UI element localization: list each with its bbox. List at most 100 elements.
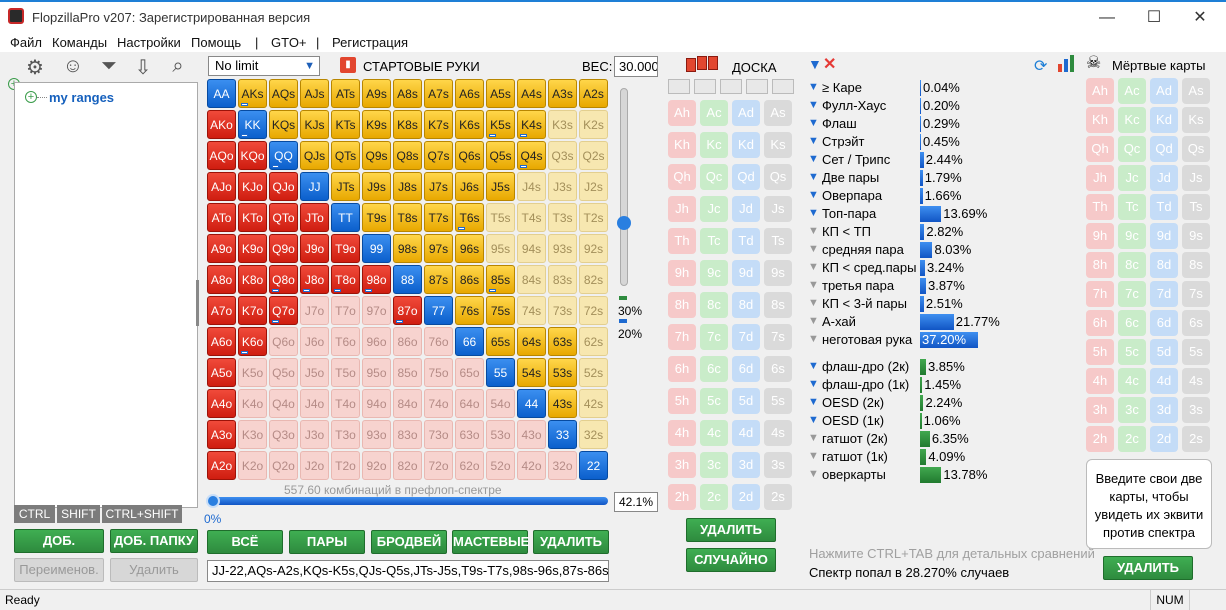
hand-cell[interactable]: 64s [517,327,546,356]
hand-cell[interactable]: 65s [486,327,515,356]
hand-cell[interactable]: 75o [424,358,453,387]
hand-cell[interactable]: 95o [362,358,391,387]
board-card-Ad[interactable]: Ad [732,100,760,126]
hand-cell[interactable]: J6o [300,327,329,356]
hand-cell[interactable]: 92o [362,451,391,480]
dead-card-3h[interactable]: 3h [1086,397,1114,423]
hand-cell[interactable]: K5s [486,110,515,139]
hand-cell[interactable]: K3o [238,420,267,449]
dead-card-2d[interactable]: 2d [1150,426,1178,452]
hand-cell[interactable]: A2o [207,451,236,480]
hand-cell[interactable]: TT [331,203,360,232]
hand-cell[interactable]: 97s [424,234,453,263]
hand-cell[interactable]: A5s [486,79,515,108]
dead-card-8d[interactable]: 8d [1150,252,1178,278]
hand-cell[interactable]: Q6o [269,327,298,356]
board-card-5h[interactable]: 5h [668,388,696,414]
board-card-9d[interactable]: 9d [732,260,760,286]
hand-cell[interactable]: KJo [238,172,267,201]
hand-cell[interactable]: 76s [455,296,484,325]
stat-filter-icon[interactable]: ▼ [808,153,819,165]
hand-cell[interactable]: A4o [207,389,236,418]
hand-cell[interactable]: 52o [486,451,515,480]
add-range-button[interactable]: ДОБ. СПЕКТР [14,529,104,570]
board-card-3h[interactable]: 3h [668,452,696,478]
board-card-8c[interactable]: 8c [700,292,728,318]
hand-cell[interactable]: T3s [548,203,577,232]
dead-card-3s[interactable]: 3s [1182,397,1210,423]
menu-gto[interactable]: GTO+ [271,35,307,50]
board-card-4d[interactable]: 4d [732,420,760,446]
stat-filter-icon[interactable]: ▼ [808,207,819,219]
stat-filter-icon[interactable]: ▼ [808,189,819,201]
hand-cell[interactable]: T4o [331,389,360,418]
hand-cell[interactable]: K4o [238,389,267,418]
dead-card-5s[interactable]: 5s [1182,339,1210,365]
hand-grid[interactable]: AA AKs AQs AJs ATs A9s A8s A7s A6s A5s A4s A3s A2s AK… [207,79,609,481]
dead-card-Ah[interactable]: Ah [1086,78,1114,104]
dead-card-4d[interactable]: 4d [1150,368,1178,394]
hand-cell[interactable]: 94s [517,234,546,263]
weight-input[interactable]: 30.000 [614,56,658,77]
hand-cell[interactable]: T7o [331,296,360,325]
hand-cell[interactable]: 52s [579,358,608,387]
hand-cell[interactable]: K6s [455,110,484,139]
hand-cell[interactable]: QJo [269,172,298,201]
hand-cell[interactable]: QQ [269,141,298,170]
hand-cell[interactable]: 82o [393,451,422,480]
hand-cell[interactable]: 76o [424,327,453,356]
key-shift[interactable]: SHIFT [57,505,100,523]
menu-commands[interactable]: Команды [52,35,108,50]
board-card-3c[interactable]: 3c [700,452,728,478]
hand-cell[interactable]: A3s [548,79,577,108]
dead-card-Qc[interactable]: Qc [1118,136,1146,162]
hand-cell[interactable]: 32s [579,420,608,449]
hand-cell[interactable]: AKo [207,110,236,139]
hand-cell[interactable]: T4s [517,203,546,232]
hand-cell[interactable]: 72o [424,451,453,480]
hand-cell[interactable]: Q8s [393,141,422,170]
board-card-Js[interactable]: Js [764,196,792,222]
search-icon[interactable]: ⌕ [172,55,184,77]
hand-cell[interactable]: 93s [548,234,577,263]
board-card-6s[interactable]: 6s [764,356,792,382]
hand-cell[interactable]: K9o [238,234,267,263]
stat-filter-icon[interactable]: ▼ [808,99,819,111]
game-type-select[interactable]: No limit ▼ [208,56,320,76]
hand-cell[interactable]: AJs [300,79,329,108]
hand-cell[interactable]: Q5s [486,141,515,170]
hand-cell[interactable]: K5o [238,358,267,387]
board-slot[interactable] [772,79,794,94]
dead-card-4c[interactable]: 4c [1118,368,1146,394]
hand-cell[interactable]: 92s [579,234,608,263]
hand-cell[interactable]: J8o [300,265,329,294]
stat-filter-icon[interactable]: ▼ [808,468,819,480]
hand-cell[interactable]: T3o [331,420,360,449]
pairs-button[interactable]: ПАРЫ [289,530,365,554]
hand-cell[interactable]: 83s [548,265,577,294]
board-card-9s[interactable]: 9s [764,260,792,286]
dead-card-Th[interactable]: Th [1086,194,1114,220]
hand-cell[interactable]: 87s [424,265,453,294]
hand-cell[interactable]: J9s [362,172,391,201]
hand-cell[interactable]: 54s [517,358,546,387]
dead-card-picker[interactable]: Ah Ac Ad As Kh Kc Kd Ks Qh Qc Qd Qs Jh Jc Jd Js Th Tc Td Ts… [1086,78,1214,456]
board-card-8s[interactable]: 8s [764,292,792,318]
stat-filter-icon[interactable]: ▼ [808,171,819,183]
menu-settings[interactable]: Настройки [117,35,181,50]
clear-filter-icon[interactable]: ✕ [823,56,837,73]
stat-filter-icon[interactable]: ▼ [808,261,819,273]
hand-cell[interactable]: AJo [207,172,236,201]
delete-button[interactable]: Удалить [110,558,198,582]
range-tree[interactable]: + my ranges [14,82,198,508]
hand-cell[interactable]: K9s [362,110,391,139]
dead-card-Ts[interactable]: Ts [1182,194,1210,220]
dead-card-3d[interactable]: 3d [1150,397,1178,423]
hand-cell[interactable]: Q8o [269,265,298,294]
hand-cell[interactable]: T6o [331,327,360,356]
dead-card-Js[interactable]: Js [1182,165,1210,191]
filter-icon[interactable]: ⏷ [101,55,117,77]
hand-cell[interactable]: 42s [579,389,608,418]
hand-cell[interactable]: ATs [331,79,360,108]
hand-cell[interactable]: 63o [455,420,484,449]
